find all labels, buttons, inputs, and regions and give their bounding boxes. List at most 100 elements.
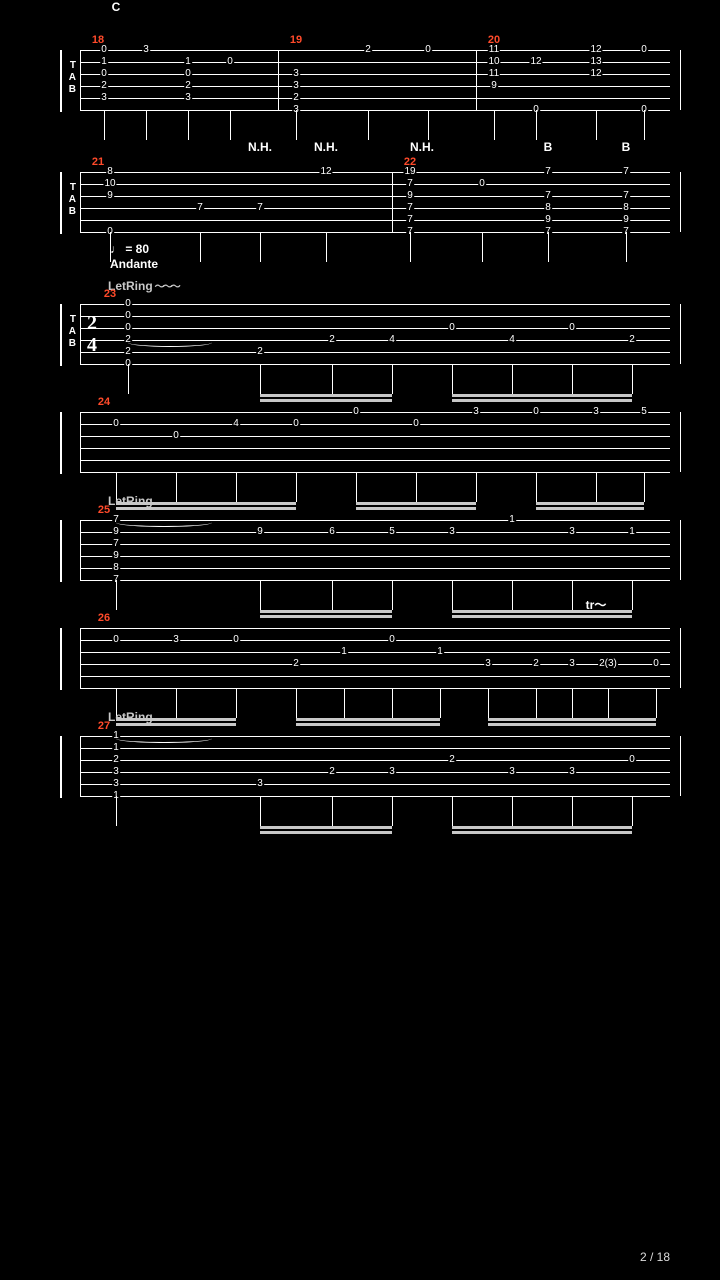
- beam: [260, 826, 392, 830]
- fret-number: 2: [184, 81, 192, 91]
- note-stem: [410, 232, 411, 262]
- note-stem: [260, 796, 261, 826]
- fret-number: 0: [124, 323, 132, 333]
- note-stem: [572, 364, 573, 394]
- notation-annotation: tr～: [586, 596, 607, 613]
- fret-number: 1: [628, 527, 636, 537]
- barline: [80, 172, 81, 232]
- note-stem: [596, 472, 597, 502]
- tab-staff: TAB1819200102331023033232011101191201213…: [80, 50, 670, 112]
- time-signature: 24: [84, 312, 100, 356]
- fret-number: 0: [124, 299, 132, 309]
- fret-number: 2: [532, 659, 540, 669]
- fret-number: 0: [292, 419, 300, 429]
- note-stem: [296, 688, 297, 718]
- barline: [80, 50, 81, 110]
- barline: [80, 304, 81, 364]
- fret-number: 2: [112, 755, 120, 765]
- barline: [680, 172, 681, 232]
- note-stem: [104, 110, 105, 140]
- note-stem: [230, 110, 231, 140]
- fret-number: 8: [544, 203, 552, 213]
- fret-number: 2: [124, 347, 132, 357]
- fret-number: 0: [448, 323, 456, 333]
- fret-number: 2: [256, 347, 264, 357]
- barline: [392, 172, 393, 232]
- note-stem: [536, 110, 537, 140]
- fret-number: 1: [436, 647, 444, 657]
- note-stem: [512, 364, 513, 394]
- note-stem: [548, 232, 549, 262]
- tab-system: 240040003035: [50, 412, 670, 474]
- fret-number: 0: [184, 69, 192, 79]
- note-stem: [236, 472, 237, 502]
- fret-number: 3: [508, 767, 516, 777]
- fret-number: 0: [568, 323, 576, 333]
- notation-annotation: N.H.: [314, 140, 338, 154]
- note-stem: [392, 580, 393, 610]
- system-bracket: [50, 412, 80, 474]
- note-stem: [596, 110, 597, 140]
- beam: [296, 718, 440, 722]
- measure-number: 19: [290, 34, 302, 46]
- fret-number: 0: [412, 419, 420, 429]
- tab-system: N.H.N.H.N.H.BBTAB21228109077121979777077…: [50, 172, 670, 234]
- fret-number: 3: [112, 767, 120, 777]
- note-stem: [494, 110, 495, 140]
- fret-number: 3: [142, 45, 150, 55]
- note-stem: [488, 688, 489, 718]
- note-stem: [332, 364, 333, 394]
- fret-number: 0: [112, 419, 120, 429]
- tab-clef: TAB: [54, 60, 76, 96]
- note-stem: [440, 688, 441, 718]
- note-stem: [536, 688, 537, 718]
- fret-number: 7: [622, 191, 630, 201]
- system-bracket: [50, 628, 80, 690]
- let-ring-label: LetRing: [108, 710, 153, 724]
- fret-number: 11: [488, 69, 500, 79]
- fret-number: 3: [472, 407, 480, 417]
- fret-number: 1: [508, 515, 516, 525]
- tab-system: tr～2603021013232(3)0: [50, 628, 670, 690]
- fret-number: 12: [319, 167, 332, 177]
- note-stem: [200, 232, 201, 262]
- beam: [260, 394, 392, 398]
- note-stem: [632, 364, 633, 394]
- fret-number: 3: [292, 69, 300, 79]
- fret-number: 0: [352, 407, 360, 417]
- beam: [260, 610, 392, 614]
- fret-number: 3: [568, 767, 576, 777]
- tab-staff: 271123313232330: [80, 736, 670, 798]
- fret-number: 12: [529, 57, 542, 67]
- note-stem: [326, 232, 327, 262]
- note-stem: [392, 364, 393, 394]
- fret-number: 12: [589, 69, 602, 79]
- beam: [452, 394, 632, 398]
- tab-system: ♩ = 80AndanteLetRingTAB23240002202240402: [50, 304, 670, 366]
- note-stem: [536, 472, 537, 502]
- fret-number: 3: [112, 779, 120, 789]
- fret-number: 6: [328, 527, 336, 537]
- fret-number: 4: [232, 419, 240, 429]
- note-stem: [656, 688, 657, 718]
- note-stem: [344, 688, 345, 718]
- note-stem: [482, 232, 483, 262]
- fret-number: 9: [544, 215, 552, 225]
- fret-number: 1: [112, 743, 120, 753]
- measure-number: 26: [98, 612, 110, 624]
- beam: [356, 502, 476, 506]
- tie-arc: [116, 734, 212, 743]
- tempo-marking: ♩ = 80Andante: [110, 242, 158, 272]
- note-stem: [188, 110, 189, 140]
- fret-number: 2: [100, 81, 108, 91]
- note-stem: [572, 580, 573, 610]
- tab-system: LetRing271123313232330: [50, 736, 670, 798]
- fret-number: 4: [508, 335, 516, 345]
- barline: [680, 520, 681, 580]
- fret-number: 0: [124, 311, 132, 321]
- measure-number: 25: [98, 504, 110, 516]
- fret-number: 0: [100, 69, 108, 79]
- fret-number: 3: [172, 635, 180, 645]
- fret-number: 0: [226, 57, 234, 67]
- note-stem: [368, 110, 369, 140]
